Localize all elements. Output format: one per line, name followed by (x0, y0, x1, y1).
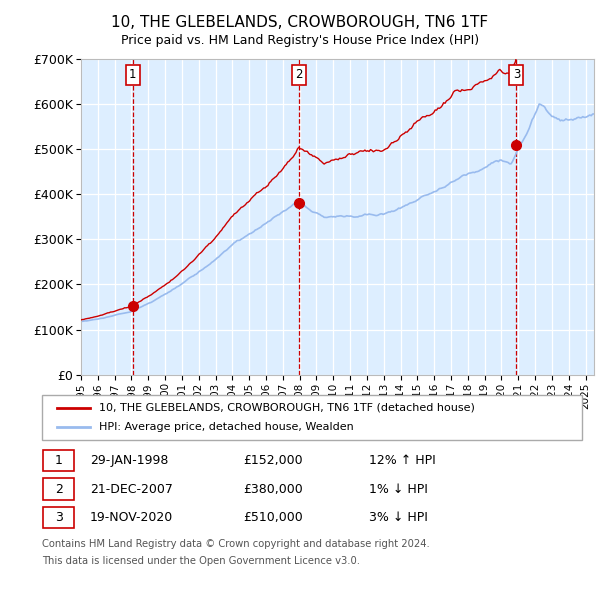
Text: 3: 3 (513, 68, 520, 81)
Text: Price paid vs. HM Land Registry's House Price Index (HPI): Price paid vs. HM Land Registry's House … (121, 34, 479, 47)
Text: £152,000: £152,000 (243, 454, 302, 467)
Text: 1: 1 (129, 68, 137, 81)
Text: 19-NOV-2020: 19-NOV-2020 (90, 511, 173, 524)
Text: 21-DEC-2007: 21-DEC-2007 (90, 483, 173, 496)
Text: 3% ↓ HPI: 3% ↓ HPI (369, 511, 428, 524)
Text: 12% ↑ HPI: 12% ↑ HPI (369, 454, 436, 467)
Text: 1% ↓ HPI: 1% ↓ HPI (369, 483, 428, 496)
Text: 10, THE GLEBELANDS, CROWBOROUGH, TN6 1TF (detached house): 10, THE GLEBELANDS, CROWBOROUGH, TN6 1TF… (99, 403, 475, 412)
Text: £380,000: £380,000 (243, 483, 303, 496)
Text: This data is licensed under the Open Government Licence v3.0.: This data is licensed under the Open Gov… (42, 556, 360, 566)
Text: 10, THE GLEBELANDS, CROWBOROUGH, TN6 1TF: 10, THE GLEBELANDS, CROWBOROUGH, TN6 1TF (112, 15, 488, 30)
Text: 2: 2 (55, 483, 63, 496)
Text: 1: 1 (55, 454, 63, 467)
Text: 2: 2 (295, 68, 303, 81)
Text: £510,000: £510,000 (243, 511, 303, 524)
Text: HPI: Average price, detached house, Wealden: HPI: Average price, detached house, Weal… (99, 422, 354, 432)
Text: Contains HM Land Registry data © Crown copyright and database right 2024.: Contains HM Land Registry data © Crown c… (42, 539, 430, 549)
Text: 3: 3 (55, 511, 63, 524)
Text: 29-JAN-1998: 29-JAN-1998 (90, 454, 169, 467)
